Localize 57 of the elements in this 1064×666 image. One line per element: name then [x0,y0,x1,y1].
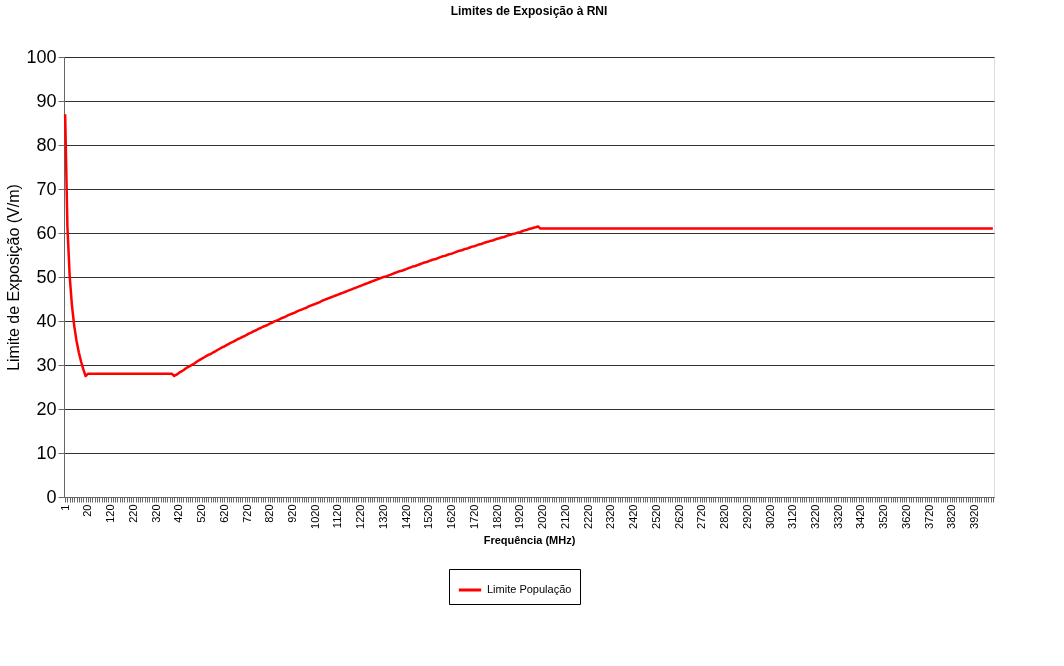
x-tick-label: 3320 [831,504,844,529]
y-tick-label: 10 [36,442,57,463]
x-tick-label: 1820 [490,504,503,529]
chart-title: Limites de Exposição à RNI [450,4,608,18]
y-tick-label: 40 [36,310,57,331]
x-tick-label: 1920 [513,504,526,529]
line-series [63,112,995,378]
y-axis-title: Limite de Exposição (V/m) [5,184,23,371]
x-tick-label: 320 [149,504,162,523]
x-tick-label: 2820 [718,504,731,529]
x-tick-label: 1420 [399,504,412,529]
x-tick-label: 3220 [809,504,821,529]
x-tick-label: 2120 [558,504,571,529]
y-tick-label: 70 [36,178,57,199]
x-tick-label: 3920 [968,504,981,529]
x-tick-label: 2320 [604,504,617,529]
x-tick-label: 3020 [763,504,776,529]
x-tick-label: 520 [195,504,208,523]
x-tick-label: 420 [172,504,185,523]
x-tick-label: 2520 [649,504,662,529]
y-tick-label: 60 [36,222,57,243]
x-tick-label: 2020 [536,504,549,529]
x-tick-label: 820 [263,504,276,523]
x-tick-label: 3120 [786,504,799,529]
y-tick-label: 20 [36,398,57,419]
x-axis-title: Frequência (MHz) [483,533,576,546]
x-tick-label: 1720 [467,504,480,529]
x-tick-label: 620 [217,504,230,523]
x-tick-label: 2920 [740,504,753,529]
y-tick-label: 30 [36,354,57,375]
x-tick-label: 1320 [376,504,389,529]
x-tick-label: 3720 [922,504,935,529]
x-tick-label: 2420 [627,504,640,529]
x-tick-label: 920 [286,504,299,523]
y-tick-label: 80 [36,134,57,155]
y-tick-label: 100 [26,46,57,67]
x-tick-label: 2620 [672,504,685,529]
x-tick-label: 1020 [308,504,321,529]
x-tick-label: 3820 [945,504,958,529]
x-tick-label: 220 [126,504,139,523]
x-tick-label: 1620 [445,504,458,529]
x-tick-label: 1120 [331,504,344,529]
y-tick-label: 50 [36,266,57,287]
y-tick-label: 90 [36,90,57,111]
x-tick-label: 720 [240,504,253,523]
x-tick-label: 2720 [695,504,708,529]
y-tick-label: 0 [46,486,57,507]
x-tick-label: 3420 [854,504,867,529]
legend-label: Limite População [487,583,572,595]
x-tick-label: 120 [104,504,117,523]
x-tick-label: 3620 [899,504,912,529]
x-tick-label: 1220 [354,504,367,529]
x-tick-label: 2220 [581,504,594,529]
x-tick-label: 3520 [877,504,890,529]
x-tick-label: 1 [58,504,71,511]
x-tick-label: 1520 [422,504,435,529]
x-tick-label: 20 [81,504,94,517]
